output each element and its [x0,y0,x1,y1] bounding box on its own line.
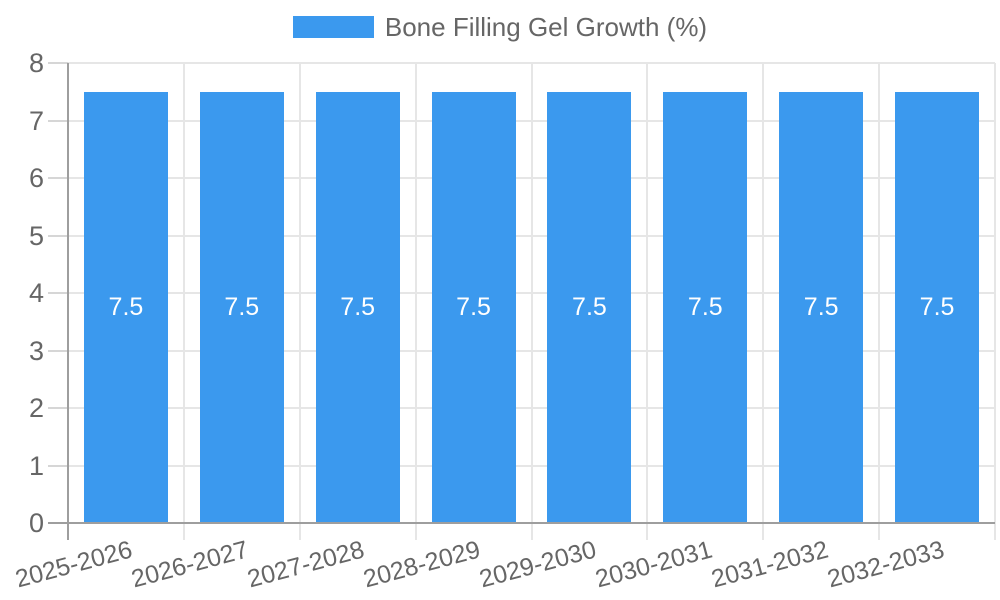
y-tick-label: 3 [28,335,44,366]
gridline-v [994,63,996,540]
bar-value-label: 7.5 [340,293,376,322]
y-tick-label: 5 [28,220,44,251]
x-tick-label: 2029-2030 [476,535,600,594]
y-tick-label: 6 [28,163,44,193]
bar-value-label: 7.5 [687,293,723,322]
bar-value-label: 7.5 [224,293,260,322]
y-tick-mark [48,62,68,64]
y-tick-label: 1 [28,450,44,481]
gridline-v [878,63,881,540]
y-tick-label: 0 [28,508,44,538]
y-tick-label: 8 [28,48,44,78]
gridline-v [530,63,533,540]
x-tick-label: 2027-2028 [244,535,368,594]
bar: 7.5 [83,91,168,523]
x-tick-label: 2028-2029 [360,535,484,594]
plot-area: 7.5 7.5 7.5 7.5 7.5 7.5 7.5 7.5 [68,62,996,540]
y-tick-mark [48,349,68,352]
bar: 7.5 [895,91,980,523]
bar: 7.5 [779,91,864,523]
bar-value-label: 7.5 [572,293,607,322]
x-tick-label: 2030-2031 [592,535,715,594]
x-tick-label: 2026-2027 [128,535,252,594]
gridline-v [762,63,765,540]
bar: 7.5 [663,91,748,523]
y-tick-label: 2 [28,393,44,423]
bar-value-label: 7.5 [108,293,144,322]
bar-value-label: 7.5 [919,293,955,322]
gridline-v [414,63,417,540]
gridline-v [298,63,301,540]
x-tick-label: 2031-2032 [708,535,831,594]
bar: 7.5 [315,91,400,523]
bar: 7.5 [199,91,284,523]
y-tick-label: 4 [28,278,44,308]
y-tick-mark [48,177,68,179]
y-tick-mark [48,464,68,467]
gridline-v [182,63,185,540]
y-tick-mark [48,119,68,122]
legend-label: Bone Filling Gel Growth (%) [384,12,708,42]
y-axis-line [67,63,69,540]
y-tick-mark [48,234,68,237]
bar-value-label: 7.5 [803,293,839,322]
gridline-v [646,63,649,540]
x-axis-line [48,522,995,524]
x-tick-label: 2032-2033 [823,535,947,594]
bar: 7.5 [431,91,516,523]
y-tick-mark [48,407,68,409]
chart-legend: Bone Filling Gel Growth (%) [0,12,1000,42]
y-tick-mark [48,292,68,294]
bar: 7.5 [547,91,632,523]
y-tick-label: 7 [28,105,44,136]
bar-value-label: 7.5 [456,293,491,322]
legend-swatch [292,16,374,38]
x-tick-label: 2025-2026 [12,535,136,594]
